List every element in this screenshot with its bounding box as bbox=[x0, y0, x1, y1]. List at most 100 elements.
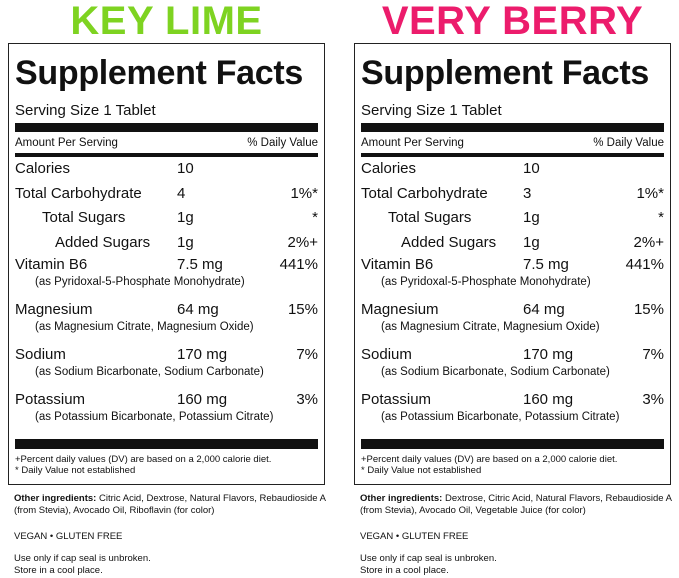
nutrient-amount: 170 mg bbox=[523, 346, 574, 363]
row-total-sugars: Total Sugars 1g * bbox=[15, 206, 318, 231]
product-heading: KEY LIME bbox=[70, 0, 263, 43]
serving-size: Serving Size 1 Tablet bbox=[361, 102, 502, 119]
supplement-facts-panel: Supplement Facts Serving Size 1 Tablet A… bbox=[354, 43, 671, 485]
footnote-dv: * Daily Value not established bbox=[15, 465, 136, 476]
vegan-gluten-free: VEGAN • GLUTEN FREE bbox=[360, 531, 469, 542]
amount-per-serving-label: Amount Per Serving bbox=[15, 137, 118, 149]
other-ingredients-label: Other ingredients: bbox=[14, 493, 97, 504]
nutrient-dv: 441% bbox=[279, 256, 318, 273]
footnotes: +Percent daily values (DV) are based on … bbox=[15, 454, 318, 476]
divider-thick bbox=[15, 439, 318, 449]
very-berry-column: VERY BERRY Supplement Facts Serving Size… bbox=[354, 0, 672, 576]
nutrient-name: Sodium bbox=[15, 346, 66, 363]
row-potassium: Potassium 160 mg 3% (as Potassium Bicarb… bbox=[15, 390, 318, 435]
row-sodium: Sodium 170 mg 7% (as Sodium Bicarbonate,… bbox=[15, 345, 318, 390]
footnote-percent: +Percent daily values (DV) are based on … bbox=[361, 454, 618, 465]
serving-size: Serving Size 1 Tablet bbox=[15, 102, 156, 119]
nutrient-name: Sodium bbox=[361, 346, 412, 363]
facts-title: Supplement Facts bbox=[361, 54, 650, 92]
nutrient-dv: 1%* bbox=[636, 184, 664, 202]
nutrient-name: Magnesium bbox=[15, 301, 93, 318]
nutrient-amount: 64 mg bbox=[177, 301, 219, 318]
nutrient-amount: 10 bbox=[523, 160, 540, 177]
nutrient-amount: 7.5 mg bbox=[177, 256, 223, 273]
row-vitamin-b6: Vitamin B6 7.5 mg 441% (as Pyridoxal-5-P… bbox=[361, 255, 664, 300]
other-ingredients: Other ingredients: Dextrose, Citric Acid… bbox=[360, 493, 679, 517]
product-heading: VERY BERRY bbox=[381, 0, 644, 43]
footnotes: +Percent daily values (DV) are based on … bbox=[361, 454, 664, 476]
row-total-sugars: Total Sugars 1g * bbox=[361, 206, 664, 231]
usage-notes: Use only if cap seal is unbroken. Store … bbox=[360, 553, 497, 577]
footnote-dv: * Daily Value not established bbox=[361, 465, 482, 476]
nutrient-amount: 3 bbox=[523, 184, 532, 202]
usage-line: Store in a cool place. bbox=[360, 565, 449, 576]
nutrient-amount: 1g bbox=[523, 233, 540, 251]
nutrient-amount: 1g bbox=[177, 209, 194, 226]
nutrient-name: Potassium bbox=[361, 391, 432, 408]
row-magnesium: Magnesium 64 mg 15% (as Magnesium Citrat… bbox=[15, 300, 318, 345]
nutrient-source: (as Potassium Bicarbonate, Potassium Cit… bbox=[381, 411, 620, 423]
facts-title: Supplement Facts bbox=[15, 54, 304, 92]
nutrient-dv: 2%+ bbox=[633, 233, 664, 251]
other-ingredients: Other ingredients: Citric Acid, Dextrose… bbox=[14, 493, 334, 517]
nutrient-source: (as Sodium Bicarbonate, Sodium Carbonate… bbox=[35, 366, 264, 378]
nutrient-name: Total Sugars bbox=[42, 209, 126, 226]
nutrient-name: Vitamin B6 bbox=[15, 256, 88, 273]
nutrient-name: Total Carbohydrate bbox=[361, 184, 488, 202]
nutrient-dv: 15% bbox=[633, 301, 664, 318]
nutrient-source: (as Pyridoxal-5-Phosphate Monohydrate) bbox=[35, 276, 245, 288]
other-ingredients-text: Dextrose, Citric Acid, Natural Flavors, … bbox=[360, 493, 672, 516]
usage-line: Use only if cap seal is unbroken. bbox=[360, 553, 497, 564]
usage-notes: Use only if cap seal is unbroken. Store … bbox=[14, 553, 151, 577]
nutrient-name: Vitamin B6 bbox=[361, 256, 434, 273]
row-magnesium: Magnesium 64 mg 15% (as Magnesium Citrat… bbox=[361, 300, 664, 345]
row-calories: Calories 10 bbox=[15, 157, 318, 182]
row-added-sugars: Added Sugars 1g 2%+ bbox=[361, 231, 664, 256]
nutrient-source: (as Magnesium Citrate, Magnesium Oxide) bbox=[381, 321, 600, 333]
nutrient-dv: * bbox=[658, 209, 664, 226]
divider-thick bbox=[361, 439, 664, 449]
nutrient-name: Calories bbox=[15, 160, 71, 177]
footnote-percent: +Percent daily values (DV) are based on … bbox=[15, 454, 272, 465]
divider-medium bbox=[361, 153, 664, 157]
key-lime-column: KEY LIME Supplement Facts Serving Size 1… bbox=[8, 0, 326, 576]
nutrient-dv: 441% bbox=[625, 256, 664, 273]
nutrient-name: Magnesium bbox=[361, 301, 439, 318]
nutrient-amount: 64 mg bbox=[523, 301, 565, 318]
nutrient-name: Total Sugars bbox=[388, 209, 472, 226]
nutrient-dv: 7% bbox=[642, 346, 664, 363]
nutrient-dv: 7% bbox=[296, 346, 318, 363]
row-added-sugars: Added Sugars 1g 2%+ bbox=[15, 231, 318, 256]
row-total-carbohydrate: Total Carbohydrate 3 1%* bbox=[361, 182, 664, 207]
other-ingredients-label: Other ingredients: bbox=[360, 493, 443, 504]
row-potassium: Potassium 160 mg 3% (as Potassium Bicarb… bbox=[361, 390, 664, 435]
amount-header: Amount Per Serving % Daily Value bbox=[15, 136, 318, 150]
nutrient-dv: 2%+ bbox=[287, 233, 318, 251]
divider-thick bbox=[361, 123, 664, 132]
usage-line: Store in a cool place. bbox=[14, 565, 103, 576]
row-total-carbohydrate: Total Carbohydrate 4 1%* bbox=[15, 182, 318, 207]
nutrient-dv: * bbox=[312, 209, 318, 226]
nutrient-source: (as Magnesium Citrate, Magnesium Oxide) bbox=[35, 321, 254, 333]
daily-value-label: % Daily Value bbox=[247, 137, 318, 149]
row-vitamin-b6: Vitamin B6 7.5 mg 441% (as Pyridoxal-5-P… bbox=[15, 255, 318, 300]
nutrient-amount: 1g bbox=[177, 233, 194, 251]
divider-thick bbox=[15, 123, 318, 132]
nutrient-amount: 7.5 mg bbox=[523, 256, 569, 273]
nutrient-dv: 1%* bbox=[290, 184, 318, 202]
vegan-gluten-free: VEGAN • GLUTEN FREE bbox=[14, 531, 123, 542]
supplement-facts-panel: Supplement Facts Serving Size 1 Tablet A… bbox=[8, 43, 325, 485]
usage-line: Use only if cap seal is unbroken. bbox=[14, 553, 151, 564]
nutrient-name: Calories bbox=[361, 160, 417, 177]
nutrient-amount: 170 mg bbox=[177, 346, 228, 363]
nutrient-dv: 3% bbox=[642, 391, 664, 408]
nutrient-amount: 160 mg bbox=[523, 391, 574, 408]
nutrient-name: Potassium bbox=[15, 391, 86, 408]
nutrient-name: Added Sugars bbox=[401, 233, 497, 251]
nutrient-source: (as Potassium Bicarbonate, Potassium Cit… bbox=[35, 411, 274, 423]
other-ingredients-text: Citric Acid, Dextrose, Natural Flavors, … bbox=[14, 493, 326, 516]
nutrient-source: (as Sodium Bicarbonate, Sodium Carbonate… bbox=[381, 366, 610, 378]
nutrient-source: (as Pyridoxal-5-Phosphate Monohydrate) bbox=[381, 276, 591, 288]
amount-header: Amount Per Serving % Daily Value bbox=[361, 136, 664, 150]
nutrient-name: Total Carbohydrate bbox=[15, 184, 142, 202]
